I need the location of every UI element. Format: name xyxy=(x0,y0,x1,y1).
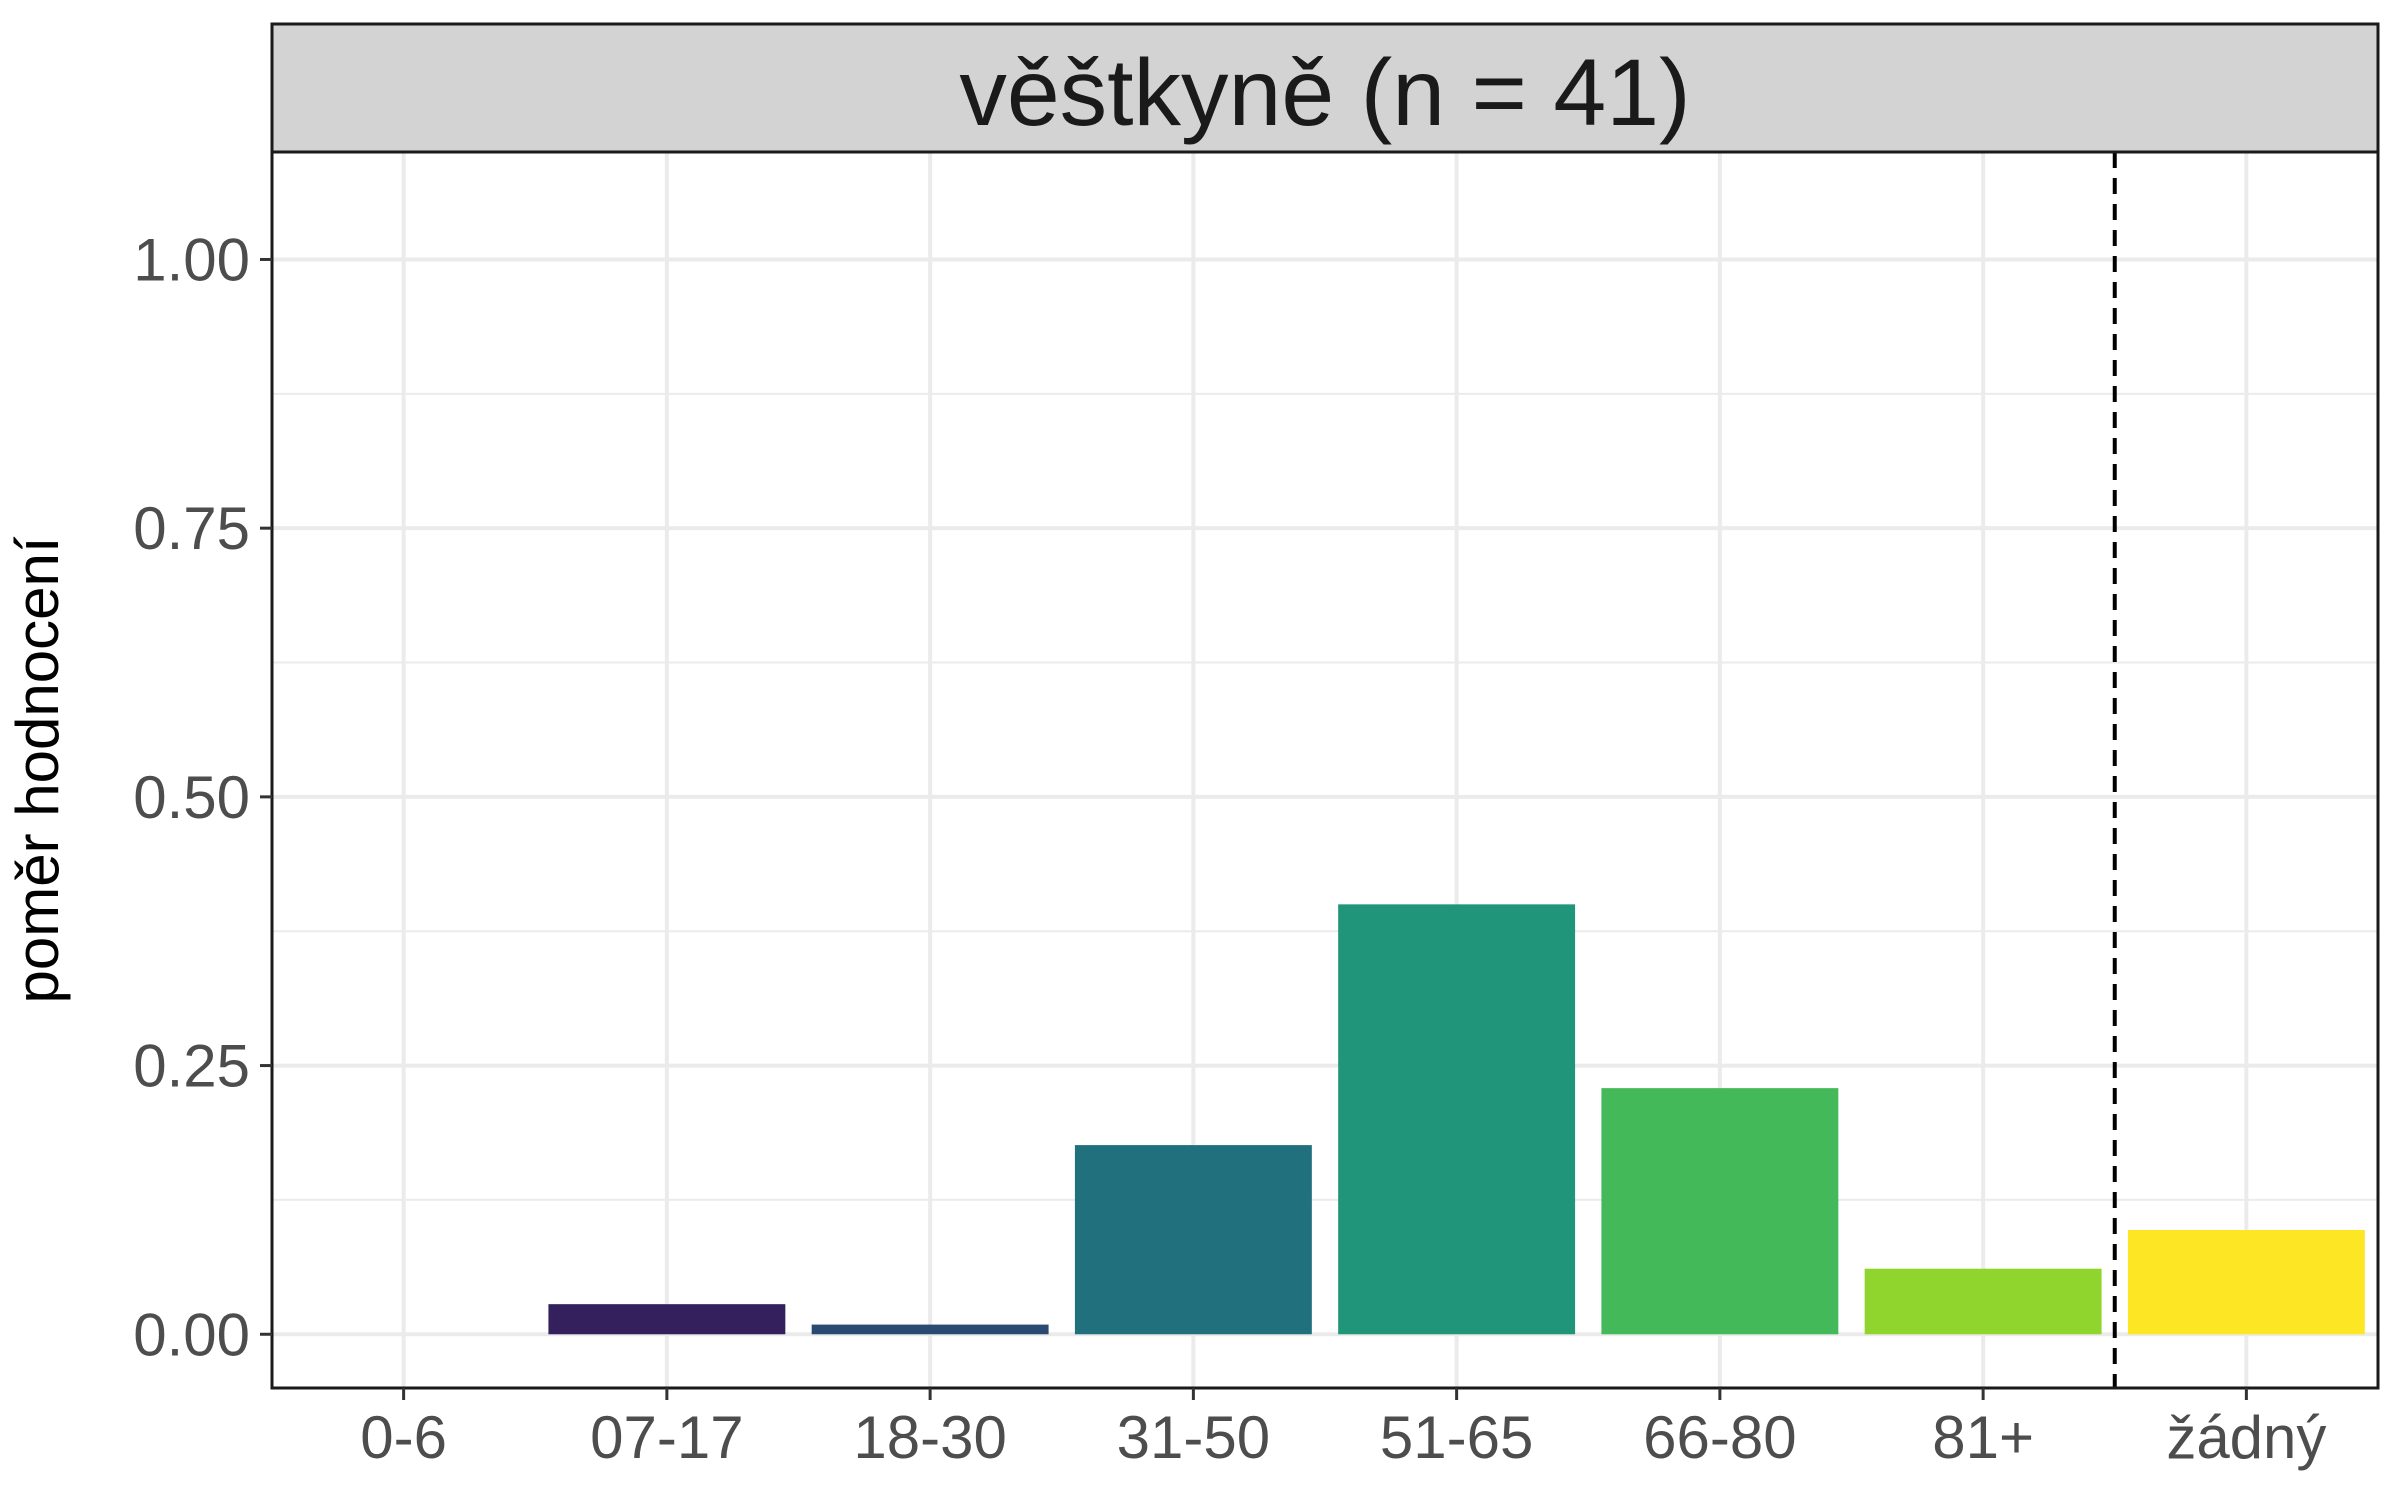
plot-panel-border xyxy=(270,150,2380,1390)
y-tick-label: 1.00 xyxy=(133,226,250,293)
facet-title: věštkyně (n = 41) xyxy=(959,40,1690,146)
bar-31-50 xyxy=(1074,1145,1312,1335)
y-tick-label: 0.50 xyxy=(133,764,250,831)
y-tick-label: 0.00 xyxy=(133,1301,250,1368)
x-tick-label: žádný xyxy=(2166,1404,2326,1471)
bar-66-80 xyxy=(1601,1088,1839,1335)
bar-18-30 xyxy=(811,1324,1049,1335)
x-tick-label: 07-17 xyxy=(590,1404,743,1471)
x-tick-label: 0-6 xyxy=(360,1404,447,1471)
x-axis: 0-6 07-17 18-30 31-50 51-65 66-80 81+ žádný xyxy=(360,1388,2326,1471)
y-tick-label: 0.25 xyxy=(133,1033,250,1100)
facet-strip xyxy=(270,22,2380,154)
x-tick-label: 51-65 xyxy=(1380,1404,1533,1471)
y-axis-title: poměr hodnocení xyxy=(4,536,71,1003)
plot-panel xyxy=(272,152,2378,1388)
x-tick-label: 66-80 xyxy=(1643,1404,1796,1471)
x-tick-label: 18-30 xyxy=(853,1404,1006,1471)
bar-51-65 xyxy=(1338,904,1576,1335)
bar-81+ xyxy=(1864,1268,2102,1335)
gridlines xyxy=(272,152,2378,1388)
y-tick-label: 0.75 xyxy=(133,495,250,562)
x-tick-label: 31-50 xyxy=(1117,1404,1270,1471)
x-tick-label: 81+ xyxy=(1932,1404,2034,1471)
y-axis: 0.00 0.25 0.50 0.75 1.00 xyxy=(133,226,272,1368)
bar-07-17 xyxy=(548,1304,786,1335)
bar-žádný xyxy=(2127,1230,2365,1335)
bars xyxy=(548,904,2365,1335)
